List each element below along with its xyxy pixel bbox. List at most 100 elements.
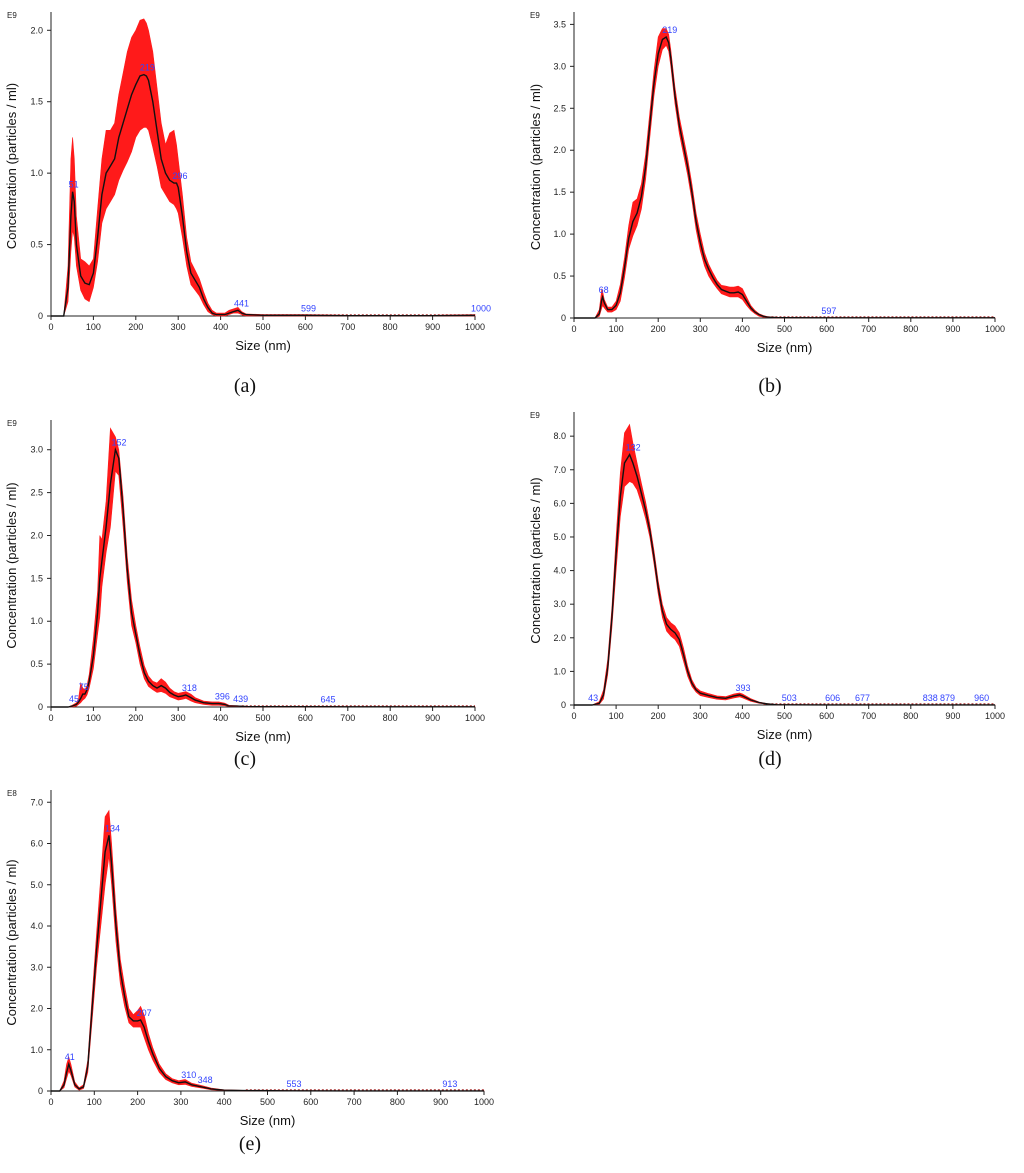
peak-label: 219 xyxy=(140,63,155,73)
peak-label: 75 xyxy=(79,682,89,692)
x-tick-label: 200 xyxy=(128,713,143,723)
x-tick-label: 300 xyxy=(173,1097,188,1107)
y-tick-label: 2.0 xyxy=(553,145,566,155)
y-exponent-label: E8 xyxy=(7,789,17,798)
x-tick-label: 500 xyxy=(255,713,270,723)
y-tick-label: 1.0 xyxy=(553,229,566,239)
y-tick-label: 8.0 xyxy=(553,431,566,441)
peak-label: 318 xyxy=(182,683,197,693)
y-axis-label: Concentration (particles / ml) xyxy=(528,477,543,643)
error-band xyxy=(51,18,476,317)
x-axis-label: Size (nm) xyxy=(240,1113,296,1128)
panel-caption: (e) xyxy=(239,1133,261,1155)
x-tick-label: 800 xyxy=(903,324,918,334)
y-tick-label: 5.0 xyxy=(553,532,566,542)
error-band xyxy=(574,423,996,706)
x-tick-label: 400 xyxy=(217,1097,232,1107)
x-tick-label: 600 xyxy=(819,711,834,721)
x-axis-label: Size (nm) xyxy=(235,729,291,744)
x-tick-label: 100 xyxy=(86,322,101,332)
peak-label: 677 xyxy=(855,693,870,703)
x-tick-label: 900 xyxy=(945,711,960,721)
y-tick-label: 2.5 xyxy=(30,488,43,498)
x-tick-label: 100 xyxy=(86,713,101,723)
y-tick-label: 2.5 xyxy=(553,103,566,113)
x-tick-label: 300 xyxy=(171,322,186,332)
y-tick-label: 0.5 xyxy=(30,240,43,250)
x-tick-label: 900 xyxy=(433,1097,448,1107)
x-tick-label: 800 xyxy=(903,711,918,721)
mean-line xyxy=(51,73,476,317)
panel-caption: (a) xyxy=(234,375,256,397)
x-axis-label: Size (nm) xyxy=(757,727,813,742)
x-tick-label: 0 xyxy=(48,322,53,332)
x-tick-label: 300 xyxy=(171,713,186,723)
error-band xyxy=(51,809,485,1092)
x-tick-label: 0 xyxy=(48,713,53,723)
x-tick-label: 0 xyxy=(48,1097,53,1107)
y-axis-label: Concentration (particles / ml) xyxy=(528,84,543,250)
panel-caption: (c) xyxy=(234,748,256,770)
y-tick-label: 0 xyxy=(38,311,43,321)
y-tick-label: 2.0 xyxy=(553,633,566,643)
y-exponent-label: E9 xyxy=(7,11,17,20)
y-tick-label: 3.0 xyxy=(553,61,566,71)
y-tick-label: 4.0 xyxy=(553,566,566,576)
y-exponent-label: E9 xyxy=(530,11,540,20)
y-tick-label: 0 xyxy=(38,1086,43,1096)
x-tick-label: 700 xyxy=(340,322,355,332)
y-tick-label: 0.5 xyxy=(553,271,566,281)
y-tick-label: 1.0 xyxy=(553,666,566,676)
x-tick-label: 600 xyxy=(298,713,313,723)
x-tick-label: 200 xyxy=(130,1097,145,1107)
chart-panel-c: 0 100 200 300 400 500 600 700 800 900 1000 0 0.5 1.0 1… xyxy=(4,419,485,770)
x-tick-label: 1000 xyxy=(985,324,1005,334)
x-tick-label: 100 xyxy=(609,711,624,721)
chart-panel-b: 0 100 200 300 400 500 600 700 800 900 1000 0 0.5 1.0 1… xyxy=(528,11,1005,397)
x-tick-label: 200 xyxy=(128,322,143,332)
peak-label: 296 xyxy=(173,171,188,181)
peak-label: 393 xyxy=(735,683,750,693)
peak-label: 960 xyxy=(974,693,989,703)
mean-line xyxy=(51,447,475,708)
x-tick-label: 700 xyxy=(861,711,876,721)
peak-label: 645 xyxy=(320,695,335,705)
peak-label: 41 xyxy=(65,1052,75,1062)
panel-caption: (b) xyxy=(758,375,781,397)
error-band xyxy=(51,427,476,708)
x-tick-label: 500 xyxy=(255,322,270,332)
peak-label: 207 xyxy=(137,1008,152,1018)
x-tick-label: 700 xyxy=(347,1097,362,1107)
y-tick-label: 7.0 xyxy=(553,465,566,475)
y-tick-label: 3.0 xyxy=(30,962,43,972)
y-tick-label: 2.0 xyxy=(30,1004,43,1014)
mean-line xyxy=(51,835,484,1092)
peak-label: 68 xyxy=(599,285,609,295)
y-tick-label: 0 xyxy=(38,702,43,712)
y-tick-label: 6.0 xyxy=(30,839,43,849)
x-tick-label: 1000 xyxy=(465,713,485,723)
chart-panel-d: 0 100 200 300 400 500 600 700 800 900 1000 0 1.0 2.0 3… xyxy=(528,411,1005,770)
x-tick-label: 1000 xyxy=(465,322,485,332)
peak-label: 219 xyxy=(662,25,677,35)
y-axis-label: Concentration (particles / ml) xyxy=(4,859,19,1025)
x-tick-label: 800 xyxy=(383,322,398,332)
y-tick-label: 3.5 xyxy=(553,19,566,29)
y-exponent-label: E9 xyxy=(7,419,17,428)
x-tick-label: 700 xyxy=(861,324,876,334)
y-axis-label: Concentration (particles / ml) xyxy=(4,83,19,249)
y-exponent-label: E9 xyxy=(530,411,540,420)
peak-label: 396 xyxy=(215,692,230,702)
x-tick-label: 600 xyxy=(819,324,834,334)
y-tick-label: 4.0 xyxy=(30,921,43,931)
y-tick-label: 1.5 xyxy=(30,573,43,583)
peak-label: 43 xyxy=(588,693,598,703)
peak-label: 599 xyxy=(301,303,316,313)
x-tick-label: 200 xyxy=(651,711,666,721)
x-tick-label: 500 xyxy=(777,324,792,334)
x-tick-label: 600 xyxy=(298,322,313,332)
y-tick-label: 0 xyxy=(561,313,566,323)
x-tick-label: 700 xyxy=(340,713,355,723)
peak-label: 503 xyxy=(782,693,797,703)
y-tick-label: 3.0 xyxy=(30,445,43,455)
